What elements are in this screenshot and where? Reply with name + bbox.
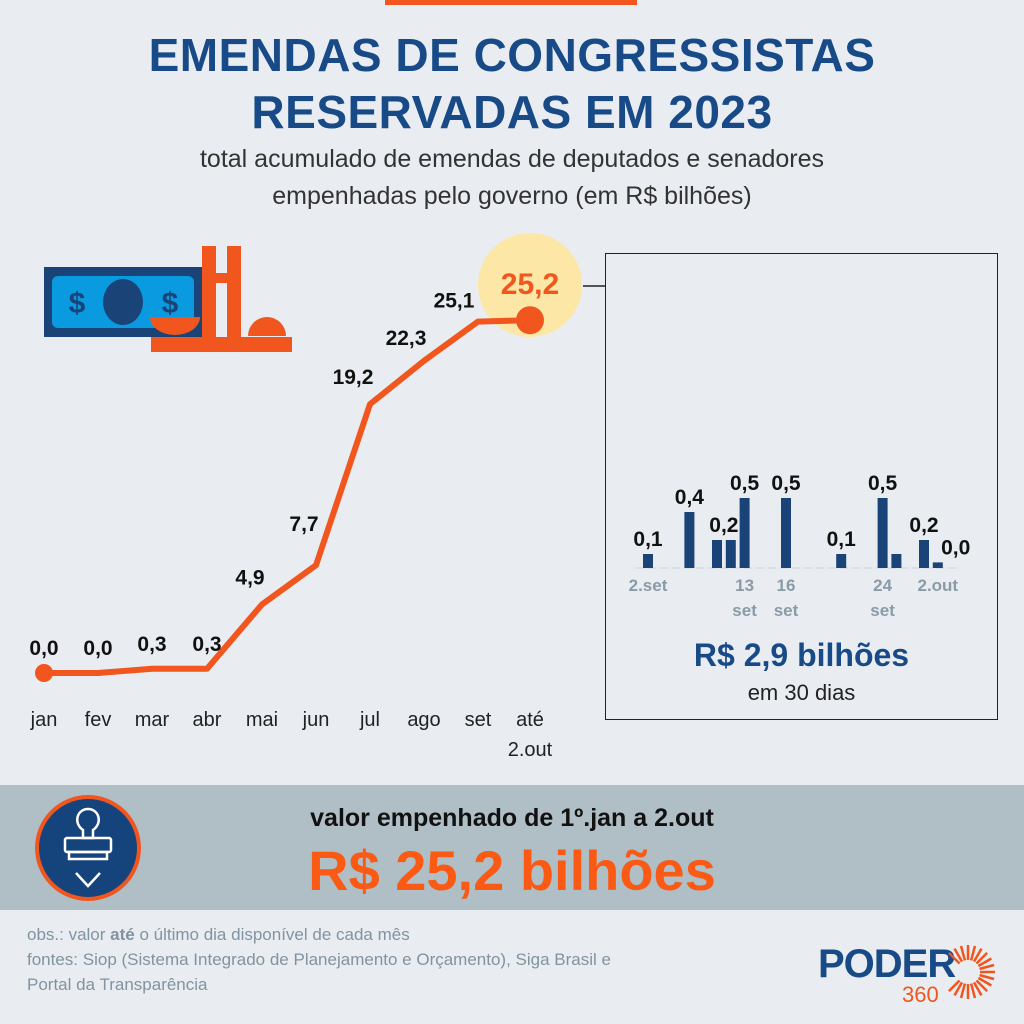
data-label: 25,1 xyxy=(434,290,475,313)
title-line-2: RESERVADAS EM 2023 xyxy=(251,86,773,138)
date-label: 24 xyxy=(873,576,892,595)
date-label: 16 xyxy=(777,576,796,595)
bar xyxy=(643,554,653,568)
x-tick-label: mar xyxy=(135,709,170,731)
bar-value-label: 0,2 xyxy=(909,514,938,537)
data-label: 4,9 xyxy=(235,566,264,589)
money-icon: $ $ xyxy=(44,267,202,337)
sun-ray xyxy=(975,952,988,965)
sun-ray xyxy=(948,952,961,965)
highlight-circle xyxy=(478,233,582,337)
x-tick-label: até xyxy=(516,709,544,731)
sun-ray xyxy=(959,945,967,961)
date-label: set xyxy=(774,601,799,620)
data-label: 0,0 xyxy=(29,637,58,660)
congress-icon xyxy=(150,246,292,352)
sun-ray xyxy=(953,947,964,963)
bar xyxy=(932,562,943,568)
sun-ray xyxy=(959,983,967,999)
date-label: 2.out xyxy=(917,576,958,595)
sun-ray xyxy=(972,947,983,963)
bar-value-label: 0,5 xyxy=(730,472,760,495)
sun-ray xyxy=(969,983,977,999)
end-point xyxy=(516,306,544,335)
data-label: 7,7 xyxy=(289,513,318,536)
data-label: 0,3 xyxy=(192,633,221,656)
summary-band xyxy=(0,785,1024,910)
sources-line-1: fontes: Siop (Sistema Integrado de Plane… xyxy=(27,950,611,969)
sun-ray xyxy=(948,979,961,992)
x-tick-label: ago xyxy=(407,709,440,731)
date-label: 2.set xyxy=(629,576,668,595)
obs-prefix: obs.: valor xyxy=(27,925,111,944)
bar-value-label: 0,5 xyxy=(771,472,801,495)
logo-sun-icon xyxy=(948,945,995,999)
x-tick-label: 2.out xyxy=(508,739,553,761)
summary-label: valor empenhado de 1º.jan a 2.out xyxy=(310,804,714,832)
sun-ray xyxy=(977,976,993,987)
logo-word: PODER xyxy=(818,942,956,986)
bar-value-label: 0,1 xyxy=(633,528,663,551)
bar xyxy=(919,540,929,568)
inset-period: em 30 dias xyxy=(747,680,856,705)
bar xyxy=(877,498,888,568)
subtitle-line-2: empenhadas pelo governo (em R$ bilhões) xyxy=(272,182,752,210)
x-tick-label: jan xyxy=(30,709,58,731)
bar xyxy=(725,540,736,568)
subtitle-line-1: total acumulado de emendas de deputados … xyxy=(199,145,825,173)
stamp-icon xyxy=(35,795,141,901)
svg-text:$: $ xyxy=(162,287,179,320)
sun-ray xyxy=(975,979,988,992)
x-tick-label: jul xyxy=(359,709,380,731)
obs-suffix: o último dia disponível de cada mês xyxy=(134,925,410,944)
data-label: 22,3 xyxy=(386,327,427,350)
bar-value-label: 0,2 xyxy=(709,514,738,537)
bar xyxy=(712,540,722,568)
sun-ray xyxy=(953,981,964,997)
bar-value-label: 0,1 xyxy=(827,528,857,551)
title-line-1: EMENDAS DE CONGRESSISTAS xyxy=(148,29,876,81)
data-label: 0,3 xyxy=(137,633,166,656)
sun-ray xyxy=(969,945,977,961)
x-tick-label: set xyxy=(465,709,492,731)
inset-total: R$ 2,9 bilhões xyxy=(693,637,910,673)
inset-box xyxy=(605,253,998,720)
bar xyxy=(781,498,791,568)
svg-text:$: $ xyxy=(69,287,86,320)
sun-ray xyxy=(972,981,983,997)
top-accent-bar xyxy=(385,0,637,5)
date-label: set xyxy=(870,601,895,620)
data-label: 19,2 xyxy=(333,366,374,389)
chart-area: $ $ 0,0 0,0 0,3 0,3 4,9 7,7 19,2 22,3 25,1 25,2 ja… xyxy=(29,233,970,761)
bar xyxy=(739,498,750,568)
data-label-highlight: 25,2 xyxy=(501,268,559,301)
x-tick-label: mai xyxy=(246,709,278,731)
data-label: 0,0 xyxy=(83,637,112,660)
summary-value: R$ 25,2 bilhões xyxy=(308,839,716,902)
x-tick-label: fev xyxy=(85,709,112,731)
sun-ray xyxy=(979,973,995,981)
date-label: 13 xyxy=(735,576,754,595)
sources-line-2: Portal da Transparência xyxy=(27,975,208,994)
sun-ray xyxy=(979,963,995,971)
start-point xyxy=(35,664,53,682)
x-tick-label: jun xyxy=(302,709,330,731)
bar-value-label: 0,5 xyxy=(868,472,898,495)
obs-bold: até xyxy=(110,925,135,944)
sun-ray xyxy=(977,957,993,968)
series-line xyxy=(44,317,531,676)
logo-number: 360 xyxy=(902,982,939,1007)
footnote-obs: obs.: valor até o último dia disponível … xyxy=(27,925,410,945)
bar-value-label: 0,4 xyxy=(675,486,705,509)
bar-value-label: 0,0 xyxy=(941,536,970,559)
bar xyxy=(891,554,902,568)
bar xyxy=(836,554,847,568)
date-label: set xyxy=(732,601,757,620)
bar xyxy=(684,512,695,568)
x-tick-label: abr xyxy=(193,709,222,731)
